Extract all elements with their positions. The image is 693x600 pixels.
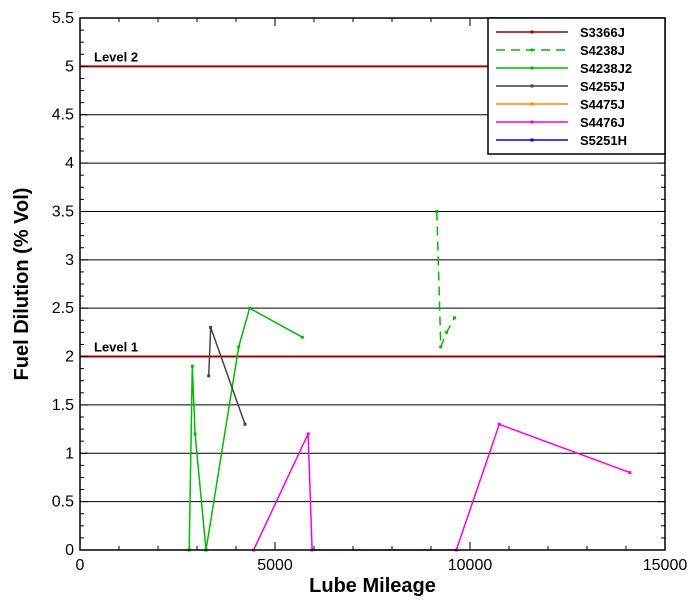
data-point-S4476J bbox=[306, 432, 310, 436]
legend: S3366J S4238J S4238J2 S4255J S4475J S4476J S52… bbox=[487, 17, 666, 155]
legend-marker-S4476J bbox=[530, 120, 534, 124]
data-point-S4238J2 bbox=[248, 306, 252, 310]
legend-marker-S4238J2 bbox=[530, 66, 534, 70]
x-tick-label: 10000 bbox=[448, 557, 493, 574]
series-line-S4238J2 bbox=[188, 307, 303, 551]
data-point-S4238J2 bbox=[190, 364, 194, 368]
legend-marker-S4255J bbox=[530, 84, 534, 88]
y-tick-label: 2 bbox=[65, 349, 74, 366]
legend-marker-S5251H bbox=[530, 138, 534, 142]
y-tick-label: 0 bbox=[65, 542, 74, 559]
legend-label-S4238J: S4238J bbox=[580, 43, 625, 58]
x-tick-label: 15000 bbox=[643, 557, 688, 574]
data-point-S4476J bbox=[497, 422, 501, 426]
data-point-S4255J bbox=[243, 422, 247, 426]
legend-label-S3366J: S3366J bbox=[580, 25, 625, 40]
data-point-S4238J bbox=[452, 316, 456, 320]
data-point-S4238J bbox=[439, 345, 443, 349]
data-point-S4238J bbox=[445, 330, 449, 334]
legend-label-S4475J: S4475J bbox=[580, 97, 625, 112]
y-axis-title: Fuel Dilution (% Vol) bbox=[11, 188, 33, 381]
legend-label-S4238J2: S4238J2 bbox=[580, 61, 632, 76]
legend-marker-S4475J bbox=[530, 102, 534, 106]
y-tick-label: 2.5 bbox=[52, 300, 74, 317]
y-tick-label: 1 bbox=[65, 445, 74, 462]
y-tick-label: 4.5 bbox=[52, 107, 74, 124]
x-tick-label: 5000 bbox=[257, 557, 293, 574]
data-point-S4238J2 bbox=[237, 345, 241, 349]
y-tick-label: 3 bbox=[65, 252, 74, 269]
legend-label-S4476J: S4476J bbox=[580, 115, 625, 130]
data-point-S4255J bbox=[207, 374, 211, 378]
y-tick-label: 4 bbox=[65, 155, 74, 172]
data-point-S4476J bbox=[628, 471, 632, 475]
x-tick-label: 0 bbox=[76, 557, 85, 574]
y-tick-label: 1.5 bbox=[52, 397, 74, 414]
data-point-S4238J2 bbox=[193, 432, 197, 436]
data-point-S4238J bbox=[435, 209, 439, 213]
y-tick-label: 5.5 bbox=[52, 10, 74, 27]
x-axis-title: Lube Mileage bbox=[309, 575, 436, 597]
y-tick-label: 5 bbox=[65, 58, 74, 75]
y-tick-label: 0.5 bbox=[52, 494, 74, 511]
series-line-S4476J bbox=[252, 423, 631, 551]
legend-marker-S4238J bbox=[530, 48, 534, 52]
legend-label-S5251H: S5251H bbox=[580, 133, 627, 148]
series-lines bbox=[187, 209, 632, 552]
series-line-S4238J bbox=[436, 211, 456, 348]
data-point-S4255J bbox=[209, 326, 213, 330]
tick-labels: 0 0.5 1 1.5 2 2.5 3 3.5 4 4.5 5 5.5 0 5000 10000 15000 bbox=[52, 10, 688, 574]
reference-label-1: Level 2 bbox=[94, 49, 138, 64]
legend-label-S4255J: S4255J bbox=[580, 79, 625, 94]
reference-label-2: Level 1 bbox=[94, 340, 138, 355]
data-point-S4238J2 bbox=[300, 335, 304, 339]
legend-marker-S3366J bbox=[530, 30, 534, 34]
y-tick-label: 3.5 bbox=[52, 203, 74, 220]
